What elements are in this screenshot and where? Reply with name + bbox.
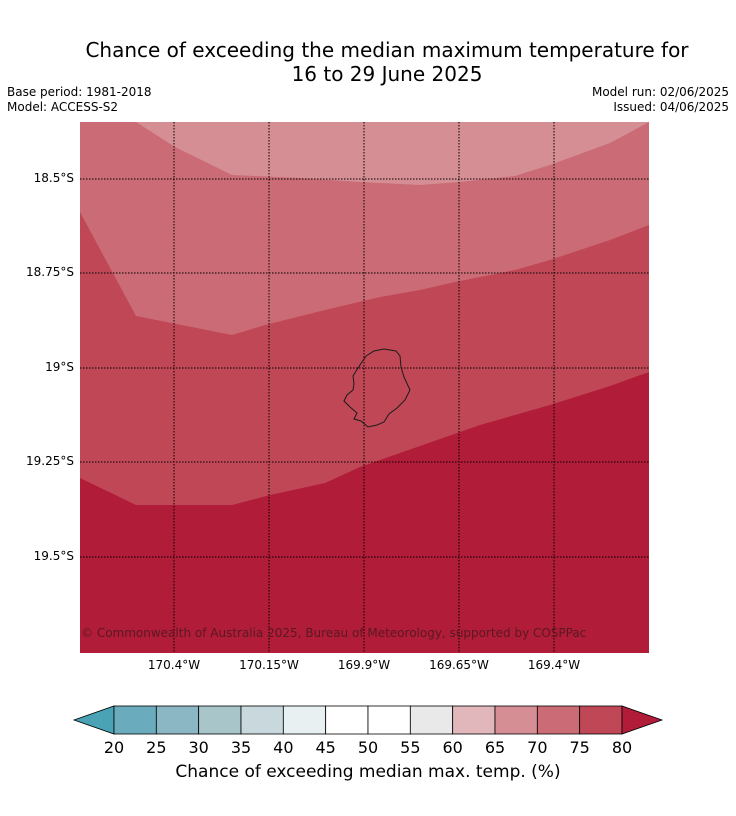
lon-gridlines	[173, 122, 555, 653]
lon-label-170-4: 170.4°W	[147, 658, 201, 672]
colorbar-segment-20-25	[113, 705, 157, 735]
colorbar-segment-35-40	[240, 705, 284, 735]
colorbar-segment-50-55	[367, 705, 411, 735]
colorbar-tick-35: 35	[230, 738, 252, 757]
colorbar-tick-65: 65	[484, 738, 506, 757]
colorbar-segment-70-75	[536, 705, 581, 735]
lon-label-169-4: 169.4°W	[527, 658, 581, 672]
model-name: Model: ACCESS-S2	[7, 100, 119, 114]
title-line-1: Chance of exceeding the median maximum t…	[85, 38, 689, 62]
meta-right: Model run: 02/06/2025 Issued: 04/06/2025	[592, 85, 729, 115]
map-title: Chance of exceeding the median maximum t…	[0, 38, 736, 86]
lat-label-19-25: 19.25°S	[26, 454, 74, 468]
lat-label-18-75: 18.75°S	[26, 265, 74, 279]
colorbar-segment-30-35	[198, 705, 242, 735]
colorbar-tick-25: 25	[146, 738, 167, 757]
issued-date: Issued: 04/06/2025	[613, 100, 729, 114]
copyright-notice: © Commonwealth of Australia 2025, Bureau…	[81, 626, 587, 640]
meta-left: Base period: 1981-2018 Model: ACCESS-S2	[7, 85, 152, 115]
colorbar-label: Chance of exceeding median max. temp. (%…	[175, 762, 561, 782]
base-period: Base period: 1981-2018	[7, 85, 152, 99]
colorbar-tick-40: 40	[273, 738, 294, 757]
lon-label-169-9: 169.9°W	[337, 658, 391, 672]
region-65-70	[136, 122, 649, 185]
lon-label-169-65: 169.65°W	[429, 658, 489, 672]
lat-label-19-5: 19.5°S	[33, 549, 74, 563]
colorbar-tick-45: 45	[315, 738, 336, 757]
lon-label-170-15: 170.15°W	[239, 658, 299, 672]
model-run: Model run: 02/06/2025	[591, 85, 729, 99]
colorbar-segment-60-65	[452, 705, 496, 735]
colorbar-tick-75: 75	[569, 738, 590, 757]
colorbar-extend-high	[621, 705, 664, 735]
colorbar-segment-40-45	[282, 705, 327, 735]
colorbar-segment-45-50	[325, 705, 369, 735]
colorbar-segment-65-70	[494, 705, 538, 735]
colorbar-segment-25-30	[155, 705, 200, 735]
colorbar-tick-20: 20	[103, 738, 125, 757]
lat-label-18-5: 18.5°S	[33, 171, 74, 185]
map-plot-area	[80, 122, 649, 653]
niue-coastline	[343, 348, 411, 428]
colorbar-tick-55: 55	[400, 738, 421, 757]
colorbar-tick-80: 80	[611, 738, 633, 757]
colorbar-tick-50: 50	[357, 738, 379, 757]
colorbar-extend-low	[72, 705, 115, 735]
colorbar-segment-75-80	[579, 705, 623, 735]
lat-label-19: 19°S	[45, 360, 74, 374]
colorbar-tick-70: 70	[527, 738, 548, 757]
title-line-2: 16 to 29 June 2025	[291, 62, 483, 86]
colorbar-tick-30: 30	[188, 738, 209, 757]
colorbar-segment-55-60	[409, 705, 454, 735]
colorbar-tick-60: 60	[442, 738, 463, 757]
